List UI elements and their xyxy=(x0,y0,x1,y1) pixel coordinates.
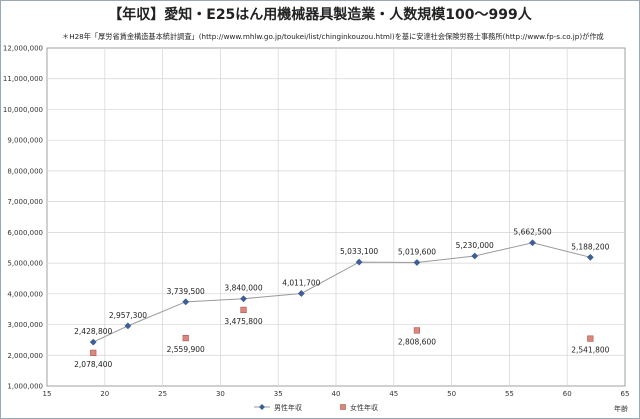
y-tick-label: 11,000,000 xyxy=(3,75,43,83)
female-point xyxy=(240,306,247,314)
female-point xyxy=(587,335,594,342)
male-data-label: 5,662,500 xyxy=(513,228,551,237)
x-tick-label: 50 xyxy=(447,390,456,398)
y-tick-label: 3,000,000 xyxy=(7,321,43,329)
x-axis-label: 年齢 xyxy=(614,404,628,413)
male-data-label: 3,739,500 xyxy=(167,287,205,296)
male-point xyxy=(182,298,190,306)
female-data-label: 2,541,800 xyxy=(571,346,609,355)
x-tick-label: 35 xyxy=(274,390,283,398)
x-tick-label: 65 xyxy=(621,390,630,398)
legend-label-male: 男性年収 xyxy=(274,403,302,412)
x-tick-label: 20 xyxy=(100,390,109,398)
male-data-label: 5,230,000 xyxy=(456,241,494,250)
x-tick-label: 15 xyxy=(43,390,52,398)
female-point xyxy=(413,327,421,334)
male-point xyxy=(89,338,97,346)
male-point xyxy=(471,252,479,260)
series-layer xyxy=(89,239,594,356)
female-point xyxy=(182,334,189,342)
male-point xyxy=(413,259,421,266)
female-data-label: 2,078,400 xyxy=(74,360,112,369)
male-data-label: 5,033,100 xyxy=(340,247,378,256)
x-tick-label: 55 xyxy=(505,390,514,398)
y-tick-label: 8,000,000 xyxy=(7,167,43,175)
label-layer: 2,428,800 2,957,300 3,739,500 3,840,000 4,01… xyxy=(74,228,609,369)
y-tick-label: 9,000,000 xyxy=(7,137,43,145)
male-data-label: 2,428,800 xyxy=(74,327,112,336)
male-data-label: 3,840,000 xyxy=(224,284,262,293)
female-data-label: 2,559,900 xyxy=(167,345,205,354)
male-data-label: 5,188,200 xyxy=(571,242,609,251)
y-tick-label: 12,000,000 xyxy=(3,45,43,53)
male-point xyxy=(297,290,305,297)
y-tick-label: 6,000,000 xyxy=(7,229,43,237)
y-tick-label: 10,000,000 xyxy=(3,106,43,114)
y-tick-label: 4,000,000 xyxy=(7,290,43,298)
male-point xyxy=(529,239,536,247)
grid-layer xyxy=(47,48,625,386)
male-point xyxy=(124,322,132,330)
legend-marker-male xyxy=(259,404,265,410)
legend-marker-female xyxy=(340,404,346,410)
source-note: ＊H28年「厚労省賃金構造基本統計調査」(http://www.mhlw.go.… xyxy=(62,32,604,41)
female-point xyxy=(90,349,97,356)
series-line-male xyxy=(93,242,591,343)
male-data-label: 4,011,700 xyxy=(282,278,320,287)
male-data-label: 2,957,300 xyxy=(109,311,147,320)
male-point xyxy=(240,295,247,303)
female-data-label: 2,808,600 xyxy=(398,337,436,346)
x-tick-label: 40 xyxy=(332,390,341,398)
male-point xyxy=(355,258,363,266)
male-data-label: 5,019,600 xyxy=(398,247,436,256)
x-tick-label: 45 xyxy=(389,390,398,398)
x-tick-label: 25 xyxy=(158,390,167,398)
x-tick-label: 60 xyxy=(563,390,572,398)
y-tick-label: 7,000,000 xyxy=(7,198,43,206)
legend: 男性年収 女性年収 xyxy=(254,403,378,412)
chart-title: 【年収】愛知・E25はん用機械器具製造業・人数規模100～999人 xyxy=(108,7,532,23)
female-data-label: 3,475,800 xyxy=(224,317,262,326)
y-tick-label: 5,000,000 xyxy=(7,260,43,268)
male-point xyxy=(586,253,594,261)
axis-layer: 1,000,000 2,000,000 3,000,000 4,000,000 5,00… xyxy=(3,45,630,399)
x-tick-label: 30 xyxy=(216,390,225,398)
y-tick-label: 2,000,000 xyxy=(7,352,43,360)
y-tick-label: 1,000,000 xyxy=(7,383,43,391)
legend-label-female: 女性年収 xyxy=(350,403,378,412)
